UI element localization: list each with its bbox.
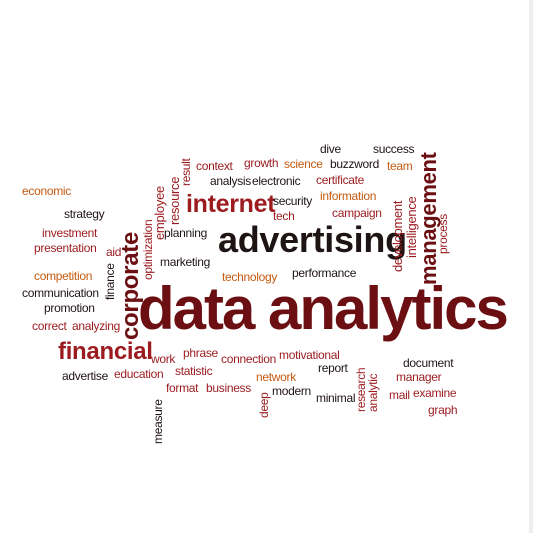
word-correct: correct	[32, 319, 67, 333]
word-financial: financial	[58, 338, 153, 365]
word-format: format	[166, 381, 199, 395]
word-graph: graph	[428, 403, 458, 417]
word-network: network	[256, 370, 296, 384]
word-growth: growth	[244, 156, 279, 170]
word-context: context	[196, 159, 233, 173]
word-mail: mail	[389, 388, 410, 402]
word-education: education	[114, 367, 164, 381]
word-information: information	[320, 189, 377, 203]
word-examine: examine	[413, 386, 457, 400]
word-analytic: analytic	[366, 373, 380, 412]
word-team: team	[387, 159, 413, 173]
word-tech: tech	[273, 209, 295, 223]
word-finance: finance	[103, 263, 117, 300]
word-aid: aid	[106, 245, 122, 259]
word-competition: competition	[34, 269, 93, 283]
word-certificate: certificate	[316, 173, 365, 187]
word-result: result	[179, 158, 193, 186]
word-development: development	[390, 200, 405, 272]
word-report: report	[318, 361, 348, 375]
word-campaign: campaign	[332, 206, 382, 220]
right-edge-divider	[529, 0, 533, 533]
word-dive: dive	[320, 142, 341, 156]
word-technology: technology	[222, 270, 278, 284]
word-electronic: electronic	[252, 174, 301, 188]
word-communication: communication	[22, 286, 99, 300]
word-process: process	[436, 214, 450, 254]
word-buzzword: buzzword	[330, 157, 379, 171]
word-marketing: marketing	[160, 255, 210, 269]
word-work: work	[151, 352, 176, 366]
word-strategy: strategy	[64, 207, 105, 221]
word-business: business	[206, 381, 251, 395]
word-statistic: statistic	[175, 364, 213, 378]
word-success: success	[373, 142, 415, 156]
word-manager: manager	[396, 370, 442, 384]
word-document: document	[403, 356, 454, 370]
word-motivational: motivational	[279, 348, 340, 362]
word-modern: modern	[272, 384, 311, 398]
word-investment: investment	[42, 226, 98, 240]
word-analysis: analysis	[210, 174, 251, 188]
word-science: science	[284, 157, 323, 171]
word-economic: economic	[22, 184, 71, 198]
word-security: security	[273, 194, 312, 208]
word-planning: planning	[164, 226, 207, 240]
word-advertise: advertise	[62, 369, 108, 383]
word-measure: measure	[151, 399, 165, 444]
word-analyzing: analyzing	[72, 319, 121, 333]
word-connection: connection	[221, 352, 277, 366]
word-performance: performance	[292, 266, 357, 280]
word-phrase: phrase	[183, 346, 218, 360]
word-internet: internet	[186, 190, 276, 218]
word-advertising: advertising	[218, 219, 407, 260]
word-presentation: presentation	[34, 241, 97, 255]
word-minimal: minimal	[316, 391, 356, 405]
word-promotion: promotion	[44, 301, 95, 315]
word-deep: deep	[257, 392, 271, 419]
word-data-analytics: data analytics	[138, 275, 509, 342]
